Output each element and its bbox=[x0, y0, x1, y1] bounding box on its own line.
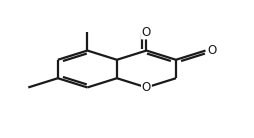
Text: O: O bbox=[142, 81, 151, 94]
Text: O: O bbox=[142, 26, 151, 39]
Text: O: O bbox=[208, 44, 217, 57]
